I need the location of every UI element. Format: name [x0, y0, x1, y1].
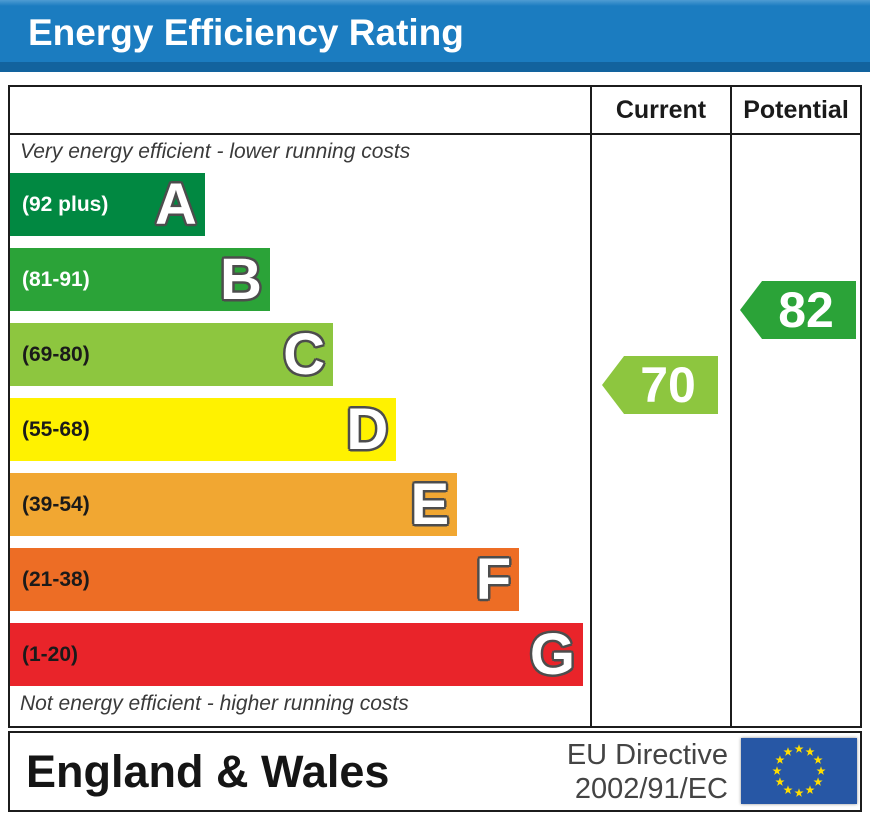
column-divider-current [590, 87, 592, 726]
potential-rating-value: 82 [778, 282, 834, 338]
band-F: (21-38) F [10, 546, 520, 612]
column-divider-potential [730, 87, 732, 726]
bands: (92 plus) A (81-91) B (69-80) C (55-68) D (39-54… [10, 173, 590, 692]
band-letter: B [219, 246, 262, 312]
band-D: (55-68) D [10, 396, 397, 462]
band-range-label: (69-80) [22, 342, 90, 366]
region-label: England & Wales [26, 746, 390, 797]
header-row-divider [10, 133, 860, 135]
eu-directive-label: EU Directive 2002/91/EC [567, 738, 728, 806]
page-title: Energy Efficiency Rating [28, 12, 464, 53]
potential-rating-arrow: 82 [740, 281, 856, 339]
eu-directive-line1: EU Directive [566, 739, 728, 771]
footer-bar: England & Wales EU Directive 2002/91/EC [8, 731, 862, 812]
band-letter: D [346, 396, 389, 462]
band-letter: C [283, 321, 326, 387]
eu-flag-icon [741, 738, 857, 804]
band-letter: A [154, 171, 197, 237]
band-range-label: (39-54) [22, 492, 90, 516]
current-column-header: Current [615, 96, 707, 124]
band-G: (1-20) G [10, 621, 584, 687]
band-range-label: (55-68) [22, 417, 90, 441]
band-letter: F [475, 546, 512, 612]
rating-table: Current Potential Very energy efficient … [8, 85, 862, 728]
title-bar: Energy Efficiency Rating [0, 0, 870, 72]
band-range-label: (21-38) [22, 567, 90, 591]
band-letter: E [410, 471, 450, 537]
rating-table-inner: Current Potential Very energy efficient … [10, 87, 860, 726]
current-rating-arrow: 70 [602, 356, 718, 414]
rating-scale: Very energy efficient - lower running co… [10, 135, 590, 726]
band-range-label: (1-20) [22, 642, 79, 666]
band-B: (81-91) B [10, 248, 270, 311]
band-E: (39-54) E [10, 471, 458, 537]
band-range-label: (81-91) [22, 267, 90, 291]
current-rating-value: 70 [640, 357, 696, 413]
band-A: (92 plus) A [10, 173, 205, 236]
potential-column-header: Potential [743, 96, 849, 124]
band-range-label: (92 plus) [22, 192, 109, 216]
eu-directive-line2: 2002/91/EC [574, 773, 728, 805]
caption-very-efficient: Very energy efficient - lower running co… [20, 140, 411, 163]
band-letter: G [529, 621, 576, 687]
band-C: (69-80) C [10, 321, 334, 387]
caption-not-efficient: Not energy efficient - higher running co… [20, 692, 409, 715]
